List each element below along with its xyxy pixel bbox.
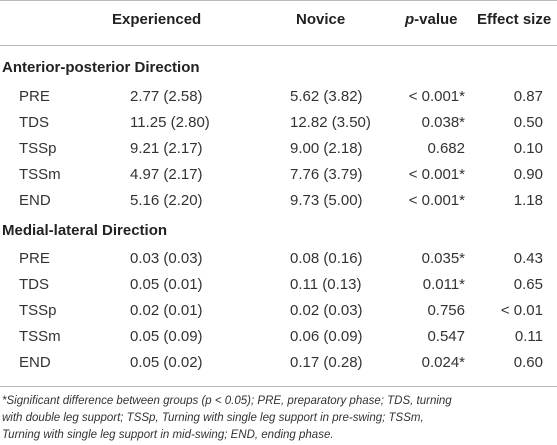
row-label: TSSm xyxy=(19,327,61,345)
table-row: END 5.16 (2.20) 9.73 (5.00) < 0.001* 1.1… xyxy=(0,187,557,213)
cell-experienced: 0.02 (0.01) xyxy=(130,301,203,319)
cell-effect-size: 0.50 xyxy=(513,113,543,131)
footnote-line: with double leg support; TSSp, Turning w… xyxy=(2,412,424,424)
row-label: PRE xyxy=(19,87,50,105)
section-header-anterior-posterior: Anterior-posterior Direction xyxy=(0,45,557,83)
cell-effect-size: 0.60 xyxy=(513,353,543,371)
footnote-line: Turning with single leg support in mid-s… xyxy=(2,429,334,441)
cell-p-value: 0.038* xyxy=(421,113,465,131)
table-row: END 0.05 (0.02) 0.17 (0.28) 0.024* 0.60 xyxy=(0,349,557,375)
table-top-rule xyxy=(0,0,557,1)
cell-experienced: 0.05 (0.02) xyxy=(130,353,203,371)
row-label: END xyxy=(19,191,51,209)
table-row: TDS 0.05 (0.01) 0.11 (0.13) 0.011* 0.65 xyxy=(0,271,557,297)
cell-experienced: 2.77 (2.58) xyxy=(130,87,203,105)
table-row: TSSp 9.21 (2.17) 9.00 (2.18) 0.682 0.10 xyxy=(0,135,557,161)
cell-experienced: 0.05 (0.09) xyxy=(130,327,203,345)
cell-p-value: 0.756 xyxy=(427,301,465,319)
header-effect-size: Effect size xyxy=(477,11,552,28)
header-p-italic: p xyxy=(405,11,415,28)
cell-experienced: 0.05 (0.01) xyxy=(130,275,203,293)
table-bottom-rule xyxy=(0,386,557,387)
row-label: TSSp xyxy=(19,301,57,319)
comparison-table: Experienced Novice p-value Effect size A… xyxy=(0,1,557,375)
cell-effect-size: 1.18 xyxy=(513,191,543,209)
cell-novice: 0.17 (0.28) xyxy=(290,353,363,371)
cell-effect-size: 0.43 xyxy=(513,249,543,267)
cell-p-value: 0.011* xyxy=(422,275,465,293)
cell-p-value: 0.682 xyxy=(427,139,465,157)
header-row-label xyxy=(0,1,101,45)
cell-p-value: 0.024* xyxy=(421,353,465,371)
row-label: TSSp xyxy=(19,139,57,157)
table-row: TDS 11.25 (2.80) 12.82 (3.50) 0.038* 0.5… xyxy=(0,109,557,135)
row-label: TSSm xyxy=(19,165,61,183)
cell-effect-size: 0.11 xyxy=(514,327,543,345)
table-row: TSSm 4.97 (2.17) 7.76 (3.79) < 0.001* 0.… xyxy=(0,161,557,187)
cell-novice: 0.02 (0.03) xyxy=(290,301,363,319)
section-title: Medial-lateral Direction xyxy=(2,221,168,239)
cell-experienced: 11.25 (2.80) xyxy=(130,113,210,131)
cell-effect-size: 0.65 xyxy=(513,275,543,293)
header-p-value: p-value xyxy=(378,1,475,45)
cell-effect-size: < 0.01 xyxy=(500,301,543,319)
row-label: PRE xyxy=(19,249,50,267)
cell-novice: 0.06 (0.09) xyxy=(290,327,363,345)
row-label: END xyxy=(19,353,51,371)
cell-novice: 7.76 (3.79) xyxy=(290,165,363,183)
header-novice: Novice xyxy=(296,11,346,28)
section-header-medial-lateral: Medial-lateral Direction xyxy=(0,213,557,245)
footnote-line: *Significant difference between groups (… xyxy=(2,395,452,407)
table-row: PRE 2.77 (2.58) 5.62 (3.82) < 0.001* 0.8… xyxy=(0,83,557,109)
cell-novice: 9.73 (5.00) xyxy=(290,191,363,209)
cell-experienced: 0.03 (0.03) xyxy=(130,249,203,267)
table-header-row: Experienced Novice p-value Effect size xyxy=(0,1,557,45)
table-header-rule xyxy=(0,45,557,46)
cell-effect-size: 0.87 xyxy=(513,87,543,105)
cell-novice: 0.08 (0.16) xyxy=(290,249,363,267)
cell-p-value: < 0.001* xyxy=(408,191,465,209)
cell-novice: 9.00 (2.18) xyxy=(290,139,363,157)
cell-p-value: 0.035* xyxy=(421,249,465,267)
section-title: Anterior-posterior Direction xyxy=(2,58,200,76)
cell-experienced: 9.21 (2.17) xyxy=(130,139,203,157)
header-experienced: Experienced xyxy=(112,11,202,28)
cell-experienced: 5.16 (2.20) xyxy=(130,191,203,209)
cell-novice: 12.82 (3.50) xyxy=(290,113,371,131)
cell-p-value: < 0.001* xyxy=(408,87,465,105)
cell-p-value: < 0.001* xyxy=(408,165,465,183)
cell-effect-size: 0.90 xyxy=(513,165,543,183)
cell-novice: 0.11 (0.13) xyxy=(290,275,362,293)
table-row: TSSm 0.05 (0.09) 0.06 (0.09) 0.547 0.11 xyxy=(0,323,557,349)
table-footnote: *Significant difference between groups (… xyxy=(2,393,555,444)
row-label: TDS xyxy=(19,113,49,131)
table-row: TSSp 0.02 (0.01) 0.02 (0.03) 0.756 < 0.0… xyxy=(0,297,557,323)
cell-experienced: 4.97 (2.17) xyxy=(130,165,203,183)
cell-p-value: 0.547 xyxy=(427,327,465,345)
table-row: PRE 0.03 (0.03) 0.08 (0.16) 0.035* 0.43 xyxy=(0,245,557,271)
cell-effect-size: 0.10 xyxy=(513,139,543,157)
cell-novice: 5.62 (3.82) xyxy=(290,87,363,105)
row-label: TDS xyxy=(19,275,49,293)
header-p-suffix: -value xyxy=(414,11,458,28)
